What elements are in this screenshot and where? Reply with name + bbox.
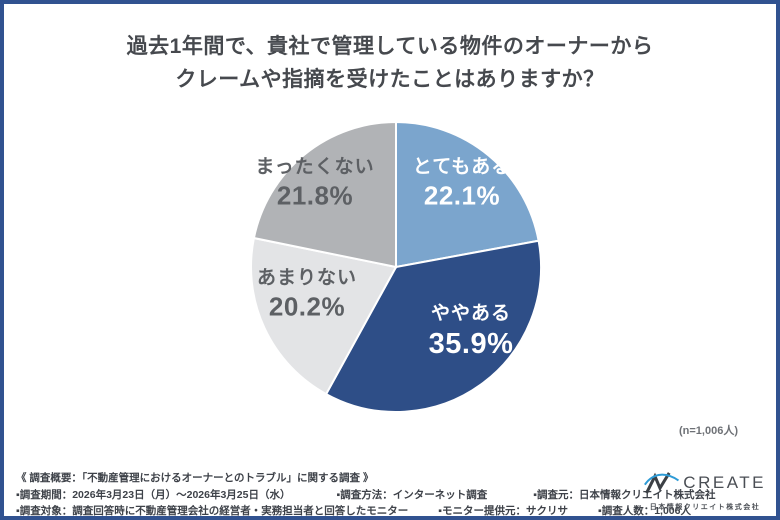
company-logo: CREATE 日本情報クリエイト株式会社 (644, 466, 766, 512)
pie-slice-value-0: 22.1% (423, 180, 501, 211)
pie-chart: とてもある 22.1% ややある 35.9% あまりない 20.2% まったくない 21.8% (248, 119, 544, 415)
logo-company-name: 日本情報クリエイト株式会社 (649, 504, 761, 511)
pie-slice-name-1: ややある (430, 302, 512, 324)
survey-target: ▪調査対象：調査回答時に不動産管理会社の経営者・実務担当者と回答したモニター (16, 505, 409, 517)
create-logo-icon (644, 472, 680, 494)
pie-slice-value-2: 20.2% (268, 291, 346, 322)
pie-chart-svg (250, 120, 542, 413)
sample-size-note: (n=1,006人) (679, 425, 738, 437)
pie-slice-2 (250, 236, 398, 396)
survey-method: ▪調査方法：インターネット調査 (336, 489, 488, 501)
survey-details-line2: ▪調査期間：2026年3月23日（月）～2026年3月25日（水） ▪調査方法：… (16, 487, 715, 502)
survey-overview: 《 調査概要：「不動産管理におけるオーナーとのトラブル」に関する調査 》 (16, 472, 374, 484)
survey-monitor-provider: ▪モニター提供元：サクリサ (438, 505, 568, 517)
pie-slice-1 (324, 239, 542, 413)
pie-slice-label-0: とてもある 22.1% (413, 157, 511, 212)
pie-slice-label-1: ややある 35.9% (429, 303, 514, 361)
pie-slice-name-0: とてもある (412, 156, 512, 178)
pie-slice-label-2: あまりない 20.2% (257, 268, 357, 323)
pie-slice-name-2: あまりない (256, 267, 358, 289)
chart-title: 過去1年間で、貴社で管理している物件のオーナーから クレームや指摘を受けたことは… (4, 30, 776, 96)
survey-source: ▪調査元：日本情報クリエイト株式会社 (533, 489, 716, 501)
pie-slice-0 (395, 120, 540, 269)
survey-period: ▪調査期間：2026年3月23日（月）～2026年3月25日（水） (16, 489, 291, 501)
pie-slice-label-3: まったくない 21.8% (255, 157, 374, 212)
logo-brand-text: CREATE (683, 473, 766, 492)
pie-slice-value-1: 35.9% (428, 327, 514, 360)
pie-slice-value-3: 21.8% (276, 180, 354, 211)
chart-title-line1: 過去1年間で、貴社で管理している物件のオーナーから (126, 35, 654, 58)
pie-slice-3 (252, 120, 397, 269)
pie-slice-name-3: まったくない (255, 156, 375, 178)
survey-details-line3: ▪調査対象：調査回答時に不動産管理会社の経営者・実務担当者と回答したモニター ▪… (16, 503, 691, 518)
survey-respondents: ▪調査人数：1,006人 (597, 505, 691, 517)
chart-title-line2: クレームや指摘を受けたことはありますか？ (175, 68, 605, 91)
